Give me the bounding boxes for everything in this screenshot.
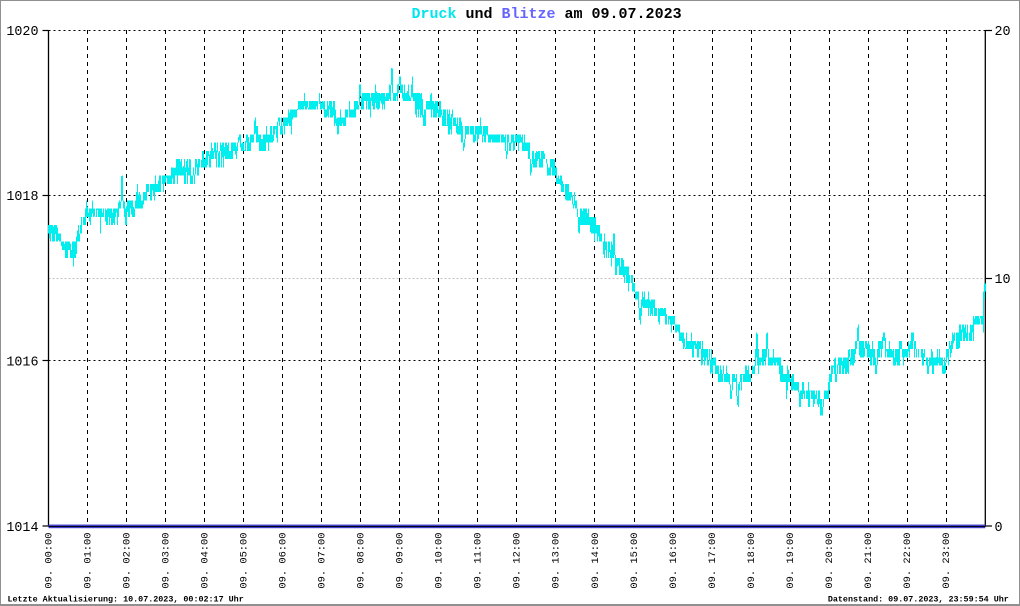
svg-text:10: 10	[995, 273, 1011, 288]
svg-text:09. 13:00: 09. 13:00	[551, 532, 563, 588]
svg-text:Druck und Blitze am 09.07.2023: Druck und Blitze am 09.07.2023	[412, 6, 682, 23]
svg-text:1014: 1014	[6, 521, 38, 536]
svg-text:09. 15:00: 09. 15:00	[629, 532, 641, 588]
svg-text:09. 05:00: 09. 05:00	[239, 532, 251, 588]
svg-text:09. 01:00: 09. 01:00	[82, 532, 94, 588]
svg-text:09. 07:00: 09. 07:00	[317, 532, 329, 588]
svg-text:20: 20	[995, 25, 1011, 40]
svg-text:09. 21:00: 09. 21:00	[863, 532, 875, 588]
svg-text:1020: 1020	[6, 25, 38, 40]
svg-text:Datenstand: 09.07.2023, 23:59:: Datenstand: 09.07.2023, 23:59:54 Uhr	[828, 594, 1009, 604]
svg-text:09. 06:00: 09. 06:00	[278, 532, 290, 588]
svg-text:0: 0	[995, 521, 1003, 536]
svg-text:Letzte Aktualisierung: 10.07.2: Letzte Aktualisierung: 10.07.2023, 00:02…	[8, 594, 244, 604]
svg-text:09. 10:00: 09. 10:00	[434, 532, 446, 588]
svg-text:09. 09:00: 09. 09:00	[395, 532, 407, 588]
svg-text:1018: 1018	[6, 190, 38, 205]
svg-text:09. 18:00: 09. 18:00	[746, 532, 758, 588]
svg-text:09. 14:00: 09. 14:00	[590, 532, 602, 588]
svg-text:09. 04:00: 09. 04:00	[199, 532, 211, 588]
svg-text:09. 02:00: 09. 02:00	[121, 532, 133, 588]
svg-text:09. 12:00: 09. 12:00	[512, 532, 524, 588]
svg-text:09. 08:00: 09. 08:00	[356, 532, 368, 588]
svg-text:09. 23:00: 09. 23:00	[941, 532, 953, 588]
svg-text:09. 17:00: 09. 17:00	[707, 532, 719, 588]
svg-text:09. 16:00: 09. 16:00	[668, 532, 680, 588]
svg-text:09. 11:00: 09. 11:00	[473, 532, 485, 588]
svg-text:09. 22:00: 09. 22:00	[902, 532, 914, 588]
svg-text:09. 00:00: 09. 00:00	[43, 532, 55, 588]
svg-text:1016: 1016	[6, 356, 38, 371]
svg-text:09. 20:00: 09. 20:00	[824, 532, 836, 588]
svg-text:09. 03:00: 09. 03:00	[160, 532, 172, 588]
svg-text:09. 19:00: 09. 19:00	[785, 532, 797, 588]
